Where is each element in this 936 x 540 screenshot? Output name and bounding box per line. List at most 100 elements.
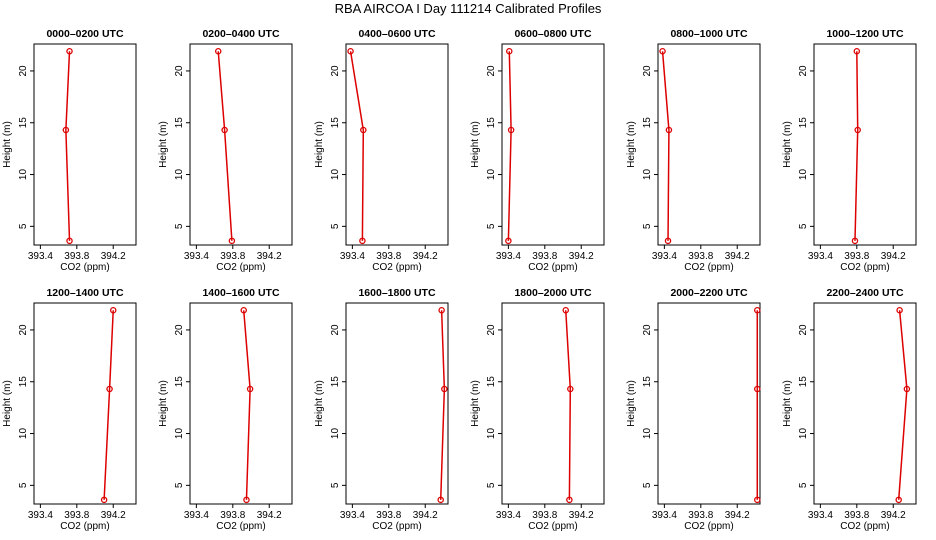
y-tick-label: 10 [18, 169, 29, 181]
x-tick-label: 393.8 [64, 251, 89, 262]
panel: 1800–2000 UTC 393.4 393.8 394.2 5 10 15 20 CO2 (… [470, 287, 605, 532]
x-tick-label: 393.4 [340, 251, 365, 262]
profile-point [507, 126, 515, 134]
profile-point [109, 307, 117, 314]
x-tick-label: 393.8 [532, 251, 557, 262]
x-tick-label: 393.4 [340, 510, 365, 521]
profile-point [106, 385, 113, 393]
x-tick-label: 393.8 [688, 251, 713, 262]
panel: 1400–1600 UTC 393.4 393.8 394.2 5 10 15 20 CO2 (… [158, 287, 293, 532]
panel-title: 1400–1600 UTC [202, 287, 279, 299]
y-tick-label: 20 [486, 324, 497, 336]
profile-line [439, 310, 446, 500]
y-axis-label: Height (m) [314, 380, 325, 427]
y-axis-label: Height (m) [314, 121, 325, 168]
x-axis-label: CO2 (ppm) [684, 262, 733, 273]
plot-frame [501, 43, 605, 246]
y-axis-label: Height (m) [470, 380, 481, 427]
y-tick-label: 10 [174, 428, 185, 440]
panel-title: 0000–0200 UTC [46, 28, 123, 40]
panel: 0800–1000 UTC 393.4 393.8 394.2 5 10 15 20 CO2 (… [626, 28, 761, 273]
y-axis-label: Height (m) [158, 121, 169, 168]
profile-point [506, 48, 513, 55]
y-tick-label: 5 [798, 223, 809, 229]
profile-point [562, 307, 570, 314]
profile-point [659, 48, 666, 55]
y-tick-label: 10 [330, 169, 341, 181]
panel-title: 2200–2400 UTC [826, 287, 903, 299]
panel: 0200–0400 UTC 393.4 393.8 394.2 5 10 15 20 CO2 (… [158, 28, 293, 273]
x-axis-label: CO2 (ppm) [60, 262, 109, 273]
profile-point [665, 126, 673, 134]
profile-point [754, 496, 761, 504]
x-tick-label: 394.2 [257, 251, 282, 262]
y-tick-label: 15 [174, 117, 185, 129]
profile-point [221, 126, 228, 134]
y-tick-label: 15 [642, 117, 653, 129]
y-tick-label: 5 [642, 482, 653, 488]
plot-frame [345, 302, 449, 505]
profile-point [66, 237, 73, 245]
profile-point [437, 496, 444, 504]
panel-title: 0400–0600 UTC [358, 28, 435, 40]
y-axis-label: Height (m) [2, 380, 13, 427]
profile-point [100, 496, 108, 504]
x-tick-label: 393.4 [184, 251, 209, 262]
y-tick-label: 15 [330, 117, 341, 129]
panel-title: 0200–0400 UTC [202, 28, 279, 40]
profile-point [853, 48, 861, 55]
profile-line [217, 51, 233, 241]
profile-point [214, 48, 222, 55]
x-axis-label: CO2 (ppm) [60, 521, 109, 532]
y-tick-label: 15 [18, 117, 29, 129]
panel: 1000–1200 UTC 393.4 393.8 394.2 5 10 15 20 CO2 (… [782, 28, 917, 273]
panel: 0400–0600 UTC 393.4 393.8 394.2 5 10 15 20 CO2 (… [314, 28, 449, 273]
x-tick-label: 393.8 [844, 510, 869, 521]
x-tick-label: 394.2 [101, 510, 126, 521]
x-axis-label: CO2 (ppm) [216, 262, 265, 273]
profile-point [228, 237, 236, 245]
panel-title: 2000–2200 UTC [670, 287, 747, 299]
plot-frame [33, 43, 137, 246]
x-axis-label: CO2 (ppm) [372, 262, 421, 273]
x-tick-label: 393.4 [496, 510, 521, 521]
y-tick-label: 15 [798, 117, 809, 129]
profile-point [854, 126, 861, 134]
x-tick-label: 394.2 [881, 251, 906, 262]
x-tick-label: 393.4 [652, 251, 677, 262]
panel-title: 1000–1200 UTC [826, 28, 903, 40]
panel: 0600–0800 UTC 393.4 393.8 394.2 5 10 15 20 CO2 (… [470, 28, 605, 273]
plot-frame [33, 302, 137, 505]
panel-title: 1600–1800 UTC [358, 287, 435, 299]
x-axis-label: CO2 (ppm) [528, 262, 577, 273]
x-tick-label: 393.8 [376, 510, 401, 521]
panel: 1600–1800 UTC 393.4 393.8 394.2 5 10 15 20 CO2 (… [314, 287, 449, 532]
profile-point [347, 48, 354, 55]
x-tick-label: 393.4 [496, 251, 521, 262]
y-tick-label: 10 [330, 428, 341, 440]
y-axis-label: Height (m) [2, 121, 13, 168]
y-tick-label: 15 [18, 376, 29, 388]
y-tick-label: 5 [486, 223, 497, 229]
profile-point [567, 385, 574, 393]
x-tick-label: 394.2 [413, 510, 438, 521]
y-tick-label: 5 [18, 223, 29, 229]
panel: 2200–2400 UTC 393.4 393.8 394.2 5 10 15 20 CO2 (… [782, 287, 917, 532]
x-tick-label: 393.4 [28, 510, 53, 521]
y-tick-label: 20 [798, 65, 809, 77]
y-tick-label: 5 [18, 482, 29, 488]
panel: 0000–0200 UTC 393.4 393.8 394.2 5 10 15 20 CO2 (… [2, 28, 137, 273]
y-tick-label: 5 [174, 223, 185, 229]
profile-point [505, 237, 512, 245]
plot-frame [189, 302, 293, 505]
profile-line [897, 310, 908, 500]
x-tick-label: 393.8 [688, 510, 713, 521]
profile-line [565, 310, 572, 500]
y-tick-label: 5 [486, 482, 497, 488]
y-tick-label: 5 [798, 482, 809, 488]
y-tick-label: 15 [486, 117, 497, 129]
profile-point [359, 237, 366, 245]
y-tick-label: 15 [798, 376, 809, 388]
x-tick-label: 394.2 [725, 251, 750, 262]
panel-title: 1200–1400 UTC [46, 287, 123, 299]
